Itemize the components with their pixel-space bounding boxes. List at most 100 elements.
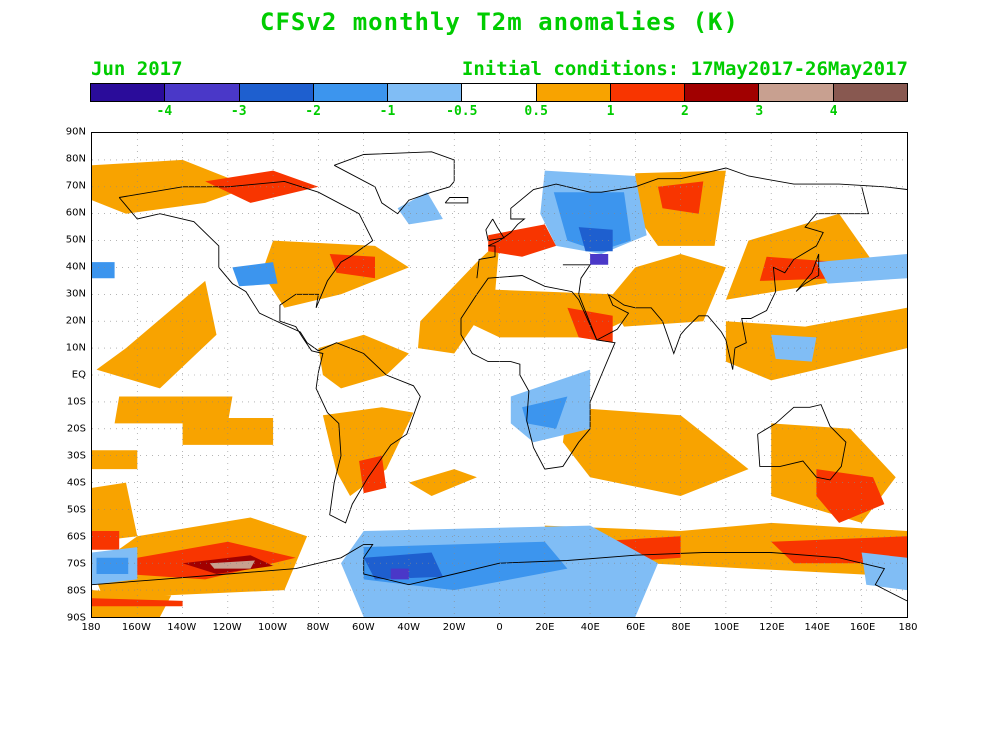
warm-anomaly-region [329, 254, 375, 279]
warm-anomaly-region [418, 240, 500, 354]
legend-label: 2 [680, 104, 689, 119]
lat-tick-label: 60N [65, 207, 86, 219]
lon-tick-label: 20W [442, 622, 466, 633]
legend-swatch [685, 84, 760, 101]
longitude-labels: 180 160W 140W 120W 100W 80W 60W 40W 20W 0 20E 40E 60… [81, 622, 917, 638]
lon-tick-label: 20E [535, 622, 555, 633]
lon-tick-label: 120E [759, 622, 785, 633]
lat-tick-label: 60S [66, 531, 86, 543]
lon-tick-label: 140E [804, 622, 830, 633]
cold-anomaly-region [390, 568, 409, 580]
cold-anomaly-region [397, 192, 443, 225]
lat-tick-label: 90N [65, 126, 86, 138]
legend-swatch [165, 84, 240, 101]
warm-anomaly-region [608, 254, 726, 327]
cold-anomaly-region [363, 541, 568, 591]
lat-tick-label: 30S [66, 450, 86, 462]
lon-tick-label: 120W [212, 622, 242, 633]
lat-tick-label: 70N [65, 180, 86, 192]
lat-tick-label: 40S [66, 477, 86, 489]
lat-tick-label: 20N [65, 315, 86, 327]
cold-anomaly-region [96, 557, 129, 574]
coastline [476, 167, 907, 279]
cold-anomaly-region [232, 262, 278, 287]
cold-anomaly-region [816, 254, 907, 284]
lat-tick-label: 70S [66, 558, 86, 570]
legend-swatch [313, 84, 389, 101]
coastline [562, 186, 870, 370]
coastline [757, 404, 847, 481]
lat-tick-label: 50S [66, 504, 86, 516]
coastline [485, 218, 505, 242]
anomaly-map [91, 132, 908, 618]
lat-tick-label: 50N [65, 234, 86, 246]
lon-tick-label: 160E [849, 622, 876, 633]
warm-anomaly-region [209, 560, 255, 569]
warm-anomaly-region [488, 224, 557, 257]
lon-tick-label: 60E [626, 622, 646, 633]
cold-anomaly-region [363, 552, 443, 580]
lat-tick-label: 90S [66, 612, 86, 624]
legend-label: -2 [305, 104, 321, 119]
cold-anomaly-region [522, 396, 568, 429]
lon-tick-label: 40E [580, 622, 600, 633]
lon-tick-label: 40W [397, 622, 421, 633]
forecast-month: Jun 2017 [91, 58, 183, 80]
lat-tick-label: 20S [66, 423, 86, 435]
legend-label: 1 [606, 104, 615, 119]
map-canvas [92, 133, 907, 617]
lat-tick-label: EQ [71, 369, 86, 381]
initial-conditions: Initial conditions: 17May2017-26May2017 [461, 58, 908, 80]
warm-anomaly-region [408, 469, 477, 496]
warm-anomaly-region [92, 450, 138, 470]
lon-tick-label: 100E [713, 622, 740, 633]
warm-anomaly-region [205, 170, 319, 203]
legend-swatch [759, 84, 834, 101]
coastline [444, 197, 469, 204]
lat-tick-label: 40N [65, 261, 86, 273]
lat-tick-label: 10S [66, 396, 86, 408]
legend-labels: -4 -3 -2 -1 -0.5 0.5 1 2 3 4 [90, 104, 908, 122]
legend-label: -3 [230, 104, 247, 119]
lat-tick-label: 10N [65, 342, 86, 354]
coastline [118, 180, 421, 524]
legend-label: -1 [379, 104, 396, 119]
warm-anomaly-region [816, 469, 885, 523]
warm-anomaly-region [261, 240, 409, 308]
warm-anomaly-region [658, 181, 704, 214]
latitude-labels: 90N 80N 70N 60N 50N 40N 30N 20N 10N EQ 10S 20S 30S 40… [0, 127, 86, 624]
coastline [92, 543, 907, 602]
cold-anomaly-region [771, 334, 817, 362]
legend-label: 0.5 [524, 104, 548, 119]
lat-tick-label: 30N [65, 288, 86, 300]
warm-anomaly-region [322, 407, 414, 496]
warm-anomaly-region [92, 159, 251, 214]
legend-label: 3 [755, 104, 764, 119]
warm-anomaly-region [92, 598, 183, 607]
legend-label: 4 [829, 104, 838, 119]
legend-swatch [91, 84, 166, 101]
legend-label: -4 [156, 104, 173, 119]
cold-anomaly-region [590, 254, 609, 265]
lat-tick-label: 80N [65, 153, 86, 165]
lon-tick-label: 100W [258, 622, 288, 633]
warm-anomaly-region [725, 307, 907, 381]
lon-tick-label: 180 [81, 622, 101, 633]
lon-tick-label: 140W [167, 622, 197, 633]
lon-tick-label: 0 [496, 622, 503, 633]
legend-swatch [239, 84, 314, 101]
lon-tick-label: 60W [352, 622, 375, 633]
color-legend [90, 83, 908, 102]
lon-tick-label: 160W [121, 622, 151, 633]
chart-title: CFSv2 monthly T2m anomalies (K) [260, 8, 739, 36]
warm-anomaly-region [725, 213, 873, 300]
legend-label: -0.5 [446, 104, 478, 119]
legend-swatch [833, 84, 907, 101]
warm-anomaly-region [182, 418, 274, 445]
coastline [795, 253, 820, 292]
warm-anomaly-region [92, 531, 120, 550]
lon-tick-label: 180 [898, 622, 918, 633]
coastline [333, 151, 455, 215]
lat-tick-label: 80S [66, 585, 86, 597]
cold-anomaly-region [578, 227, 613, 252]
